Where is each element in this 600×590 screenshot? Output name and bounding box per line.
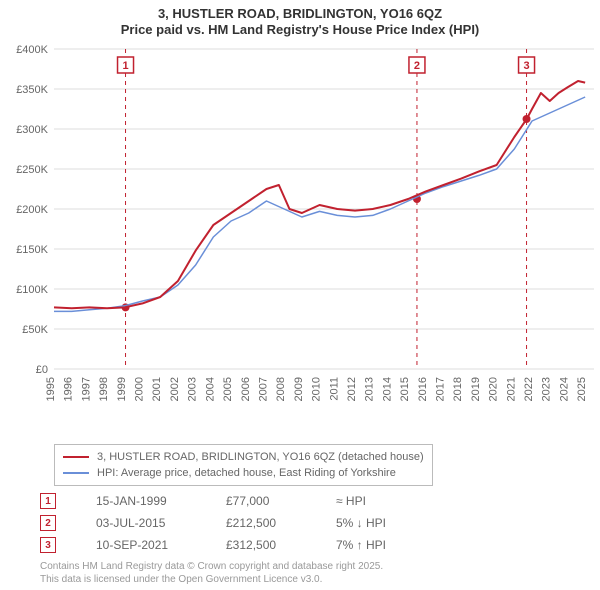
legend-item-hpi: HPI: Average price, detached house, East…	[63, 465, 424, 481]
svg-text:2011: 2011	[328, 377, 340, 401]
table-row: 3 10-SEP-2021 £312,500 7% ↑ HPI	[40, 534, 456, 556]
svg-text:£100K: £100K	[16, 284, 48, 296]
svg-text:£300K: £300K	[16, 124, 48, 136]
svg-text:2012: 2012	[346, 377, 358, 401]
svg-text:2016: 2016	[417, 377, 429, 401]
svg-text:2000: 2000	[134, 377, 146, 401]
svg-text:2004: 2004	[204, 377, 216, 401]
attribution: Contains HM Land Registry data © Crown c…	[40, 560, 383, 586]
svg-text:£400K: £400K	[16, 44, 48, 56]
svg-text:2005: 2005	[222, 377, 234, 401]
svg-text:2001: 2001	[151, 377, 163, 401]
sale-price: £312,500	[226, 538, 336, 552]
sales-table: 1 15-JAN-1999 £77,000 ≈ HPI 2 03-JUL-201…	[40, 490, 456, 556]
svg-text:2002: 2002	[169, 377, 181, 401]
attribution-line1: Contains HM Land Registry data © Crown c…	[40, 560, 383, 573]
svg-text:£150K: £150K	[16, 244, 48, 256]
svg-text:1996: 1996	[63, 377, 75, 401]
chart-titles: 3, HUSTLER ROAD, BRIDLINGTON, YO16 6QZ P…	[0, 0, 600, 39]
chart-plot-area: £0 £50K £100K £150K £200K £250K £300K £350K £400…	[0, 39, 600, 439]
sale-price: £212,500	[226, 516, 336, 530]
sale-marker-3: 3	[40, 537, 56, 553]
svg-text:£50K: £50K	[22, 324, 48, 336]
svg-text:2018: 2018	[452, 377, 464, 401]
sale-marker-2: 2	[40, 515, 56, 531]
svg-text:£250K: £250K	[16, 164, 48, 176]
sale-marker-1: 1	[40, 493, 56, 509]
svg-text:2023: 2023	[541, 377, 553, 401]
svg-text:2015: 2015	[399, 377, 411, 401]
svg-text:2022: 2022	[523, 377, 535, 401]
svg-text:2010: 2010	[311, 377, 323, 401]
svg-text:2006: 2006	[240, 377, 252, 401]
svg-text:1997: 1997	[80, 377, 92, 401]
svg-text:2019: 2019	[470, 377, 482, 401]
svg-text:2020: 2020	[488, 376, 500, 400]
table-row: 2 03-JUL-2015 £212,500 5% ↓ HPI	[40, 512, 456, 534]
svg-text:2003: 2003	[187, 377, 199, 401]
legend-label-hpi: HPI: Average price, detached house, East…	[97, 467, 396, 479]
svg-text:2024: 2024	[558, 377, 570, 401]
attribution-line2: This data is licensed under the Open Gov…	[40, 573, 383, 586]
svg-text:£0: £0	[36, 364, 48, 376]
svg-text:£200K: £200K	[16, 204, 48, 216]
svg-text:1: 1	[122, 60, 128, 72]
sale-delta: 5% ↓ HPI	[336, 516, 456, 530]
title-subtitle: Price paid vs. HM Land Registry's House …	[0, 22, 600, 38]
legend-swatch-price-paid	[63, 456, 89, 458]
legend-label-price-paid: 3, HUSTLER ROAD, BRIDLINGTON, YO16 6QZ (…	[97, 451, 424, 463]
svg-text:2009: 2009	[293, 377, 305, 401]
line-chart-svg: £0 £50K £100K £150K £200K £250K £300K £350K £400…	[0, 39, 600, 439]
svg-text:1998: 1998	[98, 377, 110, 401]
svg-text:2017: 2017	[435, 377, 447, 401]
svg-text:2014: 2014	[381, 377, 393, 401]
sale-price: £77,000	[226, 494, 336, 508]
svg-text:2007: 2007	[257, 377, 269, 401]
sale-delta: ≈ HPI	[336, 494, 456, 508]
table-row: 1 15-JAN-1999 £77,000 ≈ HPI	[40, 490, 456, 512]
sale-date: 03-JUL-2015	[96, 516, 226, 530]
title-address: 3, HUSTLER ROAD, BRIDLINGTON, YO16 6QZ	[0, 6, 600, 22]
sale-date: 15-JAN-1999	[96, 494, 226, 508]
svg-text:2008: 2008	[275, 377, 287, 401]
svg-text:£350K: £350K	[16, 84, 48, 96]
chart-container: 3, HUSTLER ROAD, BRIDLINGTON, YO16 6QZ P…	[0, 0, 600, 590]
svg-text:2013: 2013	[364, 377, 376, 401]
svg-text:1995: 1995	[45, 377, 57, 401]
svg-text:2: 2	[414, 60, 420, 72]
sale-date: 10-SEP-2021	[96, 538, 226, 552]
sale-delta: 7% ↑ HPI	[336, 538, 456, 552]
chart-legend: 3, HUSTLER ROAD, BRIDLINGTON, YO16 6QZ (…	[54, 444, 433, 486]
legend-swatch-hpi	[63, 472, 89, 474]
svg-text:3: 3	[523, 60, 529, 72]
legend-item-price-paid: 3, HUSTLER ROAD, BRIDLINGTON, YO16 6QZ (…	[63, 449, 424, 465]
svg-text:1999: 1999	[116, 377, 128, 401]
svg-text:2021: 2021	[505, 377, 517, 401]
svg-text:2025: 2025	[576, 377, 588, 401]
